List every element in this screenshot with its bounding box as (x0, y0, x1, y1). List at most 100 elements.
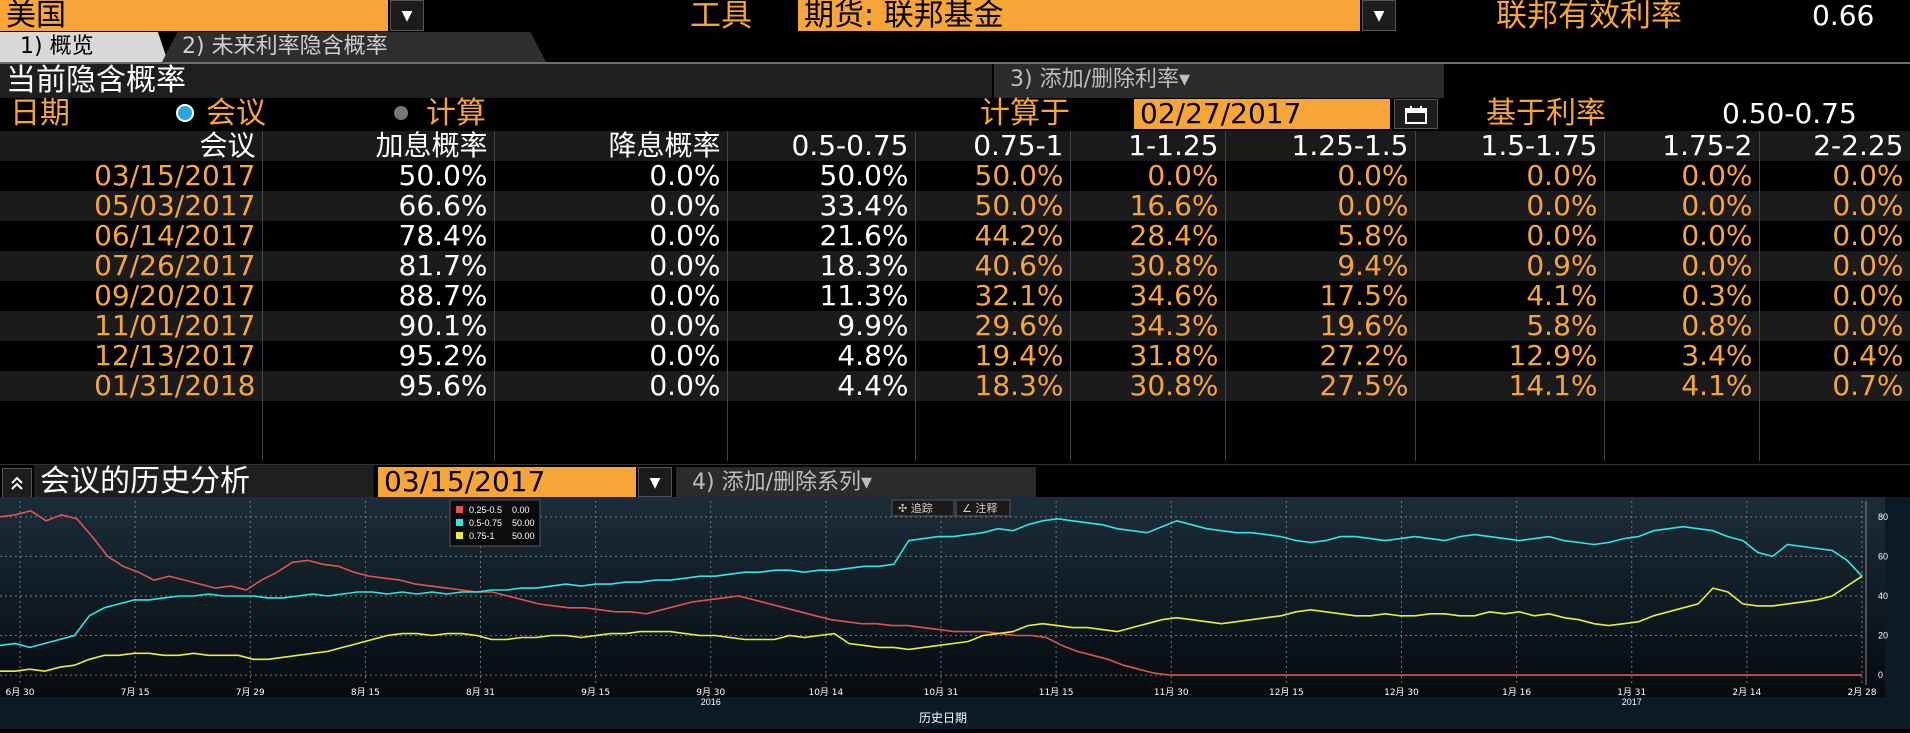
track-label: ✣ 追踪 (898, 501, 933, 515)
cut-prob-cell: 0.0% (494, 371, 728, 401)
meeting-date-dropdown-button[interactable]: ▼ (638, 467, 672, 497)
y-tick-label: 0 (1878, 670, 1883, 680)
cut-prob-cell: 0.0% (494, 311, 728, 341)
x-tick-label: 9月 15 (581, 687, 610, 698)
rate-prob-cell: 33.4% (727, 191, 916, 221)
rate-prob-cell: 0.0% (1759, 161, 1910, 191)
rate-prob-cell: 18.3% (915, 371, 1071, 401)
meeting-date-cell: 06/14/2017 (0, 221, 263, 251)
meeting-date-cell: 05/03/2017 (0, 191, 263, 221)
rate-prob-cell: 0.8% (1604, 311, 1760, 341)
add-remove-series-button[interactable]: 4) 添加/删除系列▾ (676, 467, 1036, 499)
chevron-down-icon: ▼ (1373, 8, 1385, 24)
rate-prob-cell: 50.0% (915, 191, 1071, 221)
tab-overview[interactable]: 1) 概览 (0, 32, 168, 62)
rate-prob-cell: 30.8% (1070, 251, 1226, 281)
series-layer (0, 510, 1863, 676)
col-header[interactable]: 降息概率 (494, 131, 728, 161)
col-header[interactable]: 2-2.25 (1759, 131, 1910, 161)
legend-swatch (456, 519, 463, 526)
x-tick-label: 8月 15 (351, 687, 380, 698)
tab-bar: 1) 概览 2) 未来利率隐含概率 (0, 32, 1910, 64)
x-tick-label: 12月 15 (1269, 687, 1304, 698)
table-row[interactable]: 05/03/2017 66.6% 0.0% 33.4% 50.0% 16.6% … (0, 191, 1910, 221)
meeting-date-cell: 03/15/2017 (0, 161, 263, 191)
y-tick-label: 40 (1878, 591, 1888, 601)
x-tick-label: 7月 15 (121, 687, 150, 698)
col-header[interactable]: 会议 (0, 131, 263, 161)
series-line-0.5-0.75 (0, 517, 1863, 649)
country-value: 美国 (6, 0, 66, 33)
base-rate-label: 基于利率 (1486, 96, 1606, 131)
y-tick-label: 60 (1878, 551, 1888, 561)
rate-prob-cell: 0.0% (1604, 251, 1760, 281)
history-title-box: 会议的历史分析 (34, 465, 374, 499)
option-meeting-label: 会议 (206, 96, 266, 131)
col-header[interactable]: 0.75-1 (915, 131, 1071, 161)
table-row[interactable]: 06/14/2017 78.4% 0.0% 21.6% 44.2% 28.4% … (0, 221, 1910, 251)
add-remove-rate-button[interactable]: 3) 添加/删除利率▾ (994, 64, 1444, 98)
note-button[interactable]: ∠ 注释 (955, 499, 1011, 517)
double-chevron-up-icon (11, 476, 23, 490)
calc-date-value: 02/27/2017 (1140, 97, 1302, 130)
radio-meeting-selected-icon[interactable] (176, 104, 194, 122)
rate-prob-cell: 0.0% (1415, 191, 1605, 221)
table-row[interactable]: 12/13/2017 95.2% 0.0% 4.8% 19.4% 31.8% 2… (0, 341, 1910, 371)
col-header[interactable]: 0.5-0.75 (727, 131, 916, 161)
rate-prob-cell: 19.4% (915, 341, 1071, 371)
meeting-date-cell: 11/01/2017 (0, 311, 263, 341)
col-header[interactable]: 1.25-1.5 (1225, 131, 1416, 161)
hike-prob-cell: 78.4% (262, 221, 495, 251)
hike-prob-cell: 95.2% (262, 341, 495, 371)
tool-select[interactable]: 期货: 联邦基金 (798, 0, 1360, 32)
rate-prob-cell: 0.0% (1759, 221, 1910, 251)
chevron-down-icon: ▼ (649, 475, 661, 491)
rate-prob-cell: 19.6% (1225, 311, 1416, 341)
tool-dropdown-button[interactable]: ▼ (1362, 0, 1396, 31)
x-tick-label: 7月 29 (236, 687, 265, 698)
section-title: 当前隐含概率 (6, 63, 186, 98)
meeting-date-cell: 09/20/2017 (0, 281, 263, 311)
table-row[interactable]: 07/26/2017 81.7% 0.0% 18.3% 40.6% 30.8% … (0, 251, 1910, 281)
add-remove-series-label: 4) 添加/删除系列▾ (692, 470, 873, 495)
rate-prob-cell: 32.1% (915, 281, 1071, 311)
country-dropdown-button[interactable]: ▼ (390, 0, 424, 31)
calendar-icon (1405, 106, 1427, 124)
hike-prob-cell: 50.0% (262, 161, 495, 191)
collapse-button[interactable] (2, 468, 32, 498)
hike-prob-cell: 66.6% (262, 191, 495, 221)
rate-prob-cell: 0.0% (1415, 161, 1605, 191)
rate-prob-cell: 34.6% (1070, 281, 1226, 311)
meeting-date-value: 03/15/2017 (384, 465, 546, 498)
top-bar: 美国 ▼ 工具 期货: 联邦基金 ▼ 联邦有效利率 0.66 (0, 0, 1910, 32)
table-row[interactable]: 09/20/2017 88.7% 0.0% 11.3% 32.1% 34.6% … (0, 281, 1910, 311)
y-tick-label: 80 (1878, 512, 1888, 522)
col-header[interactable]: 1-1.25 (1070, 131, 1226, 161)
table-row[interactable]: 11/01/2017 90.1% 0.0% 9.9% 29.6% 34.3% 1… (0, 311, 1910, 341)
radio-calc-icon[interactable] (394, 106, 408, 120)
col-header[interactable]: 1.75-2 (1604, 131, 1760, 161)
rate-prob-cell: 50.0% (915, 161, 1071, 191)
table-row[interactable]: 03/15/2017 50.0% 0.0% 50.0% 50.0% 0.0% 0… (0, 161, 1910, 191)
table-row[interactable]: 01/31/2018 95.6% 0.0% 4.4% 18.3% 30.8% 2… (0, 371, 1910, 401)
history-chart-svg: 6月 30 7月 15 7月 29 8月 15 8月 31 9月 15 9月 30 10月 1… (0, 497, 1888, 725)
tab-future-rate-probability[interactable]: 2) 未来利率隐含概率 (162, 32, 546, 62)
legend-swatch (456, 506, 463, 513)
country-select[interactable]: 美国 (0, 0, 388, 33)
rate-prob-cell: 21.6% (727, 221, 916, 251)
col-header[interactable]: 加息概率 (262, 131, 495, 161)
rate-prob-cell: 28.4% (1070, 221, 1226, 251)
meeting-date-select[interactable]: 03/15/2017 (378, 467, 636, 497)
rate-prob-cell: 30.8% (1070, 371, 1226, 401)
col-header[interactable]: 1.5-1.75 (1415, 131, 1605, 161)
calendar-button[interactable] (1394, 99, 1438, 129)
track-button[interactable]: ✣ 追踪 (891, 499, 955, 517)
base-rate-value: 0.50-0.75 (1722, 97, 1857, 130)
meeting-date-cell: 01/31/2018 (0, 371, 263, 401)
chart-legend[interactable]: 0.25-0.5 0.00 0.5-0.75 50.00 0.75-1 50.0… (449, 499, 541, 547)
rate-prob-cell: 34.3% (1070, 311, 1226, 341)
series-line-0.25-0.5 (0, 510, 1862, 676)
rate-prob-cell: 0.4% (1759, 341, 1910, 371)
calc-date-input[interactable]: 02/27/2017 (1134, 99, 1390, 129)
rate-prob-cell: 50.0% (727, 161, 916, 191)
